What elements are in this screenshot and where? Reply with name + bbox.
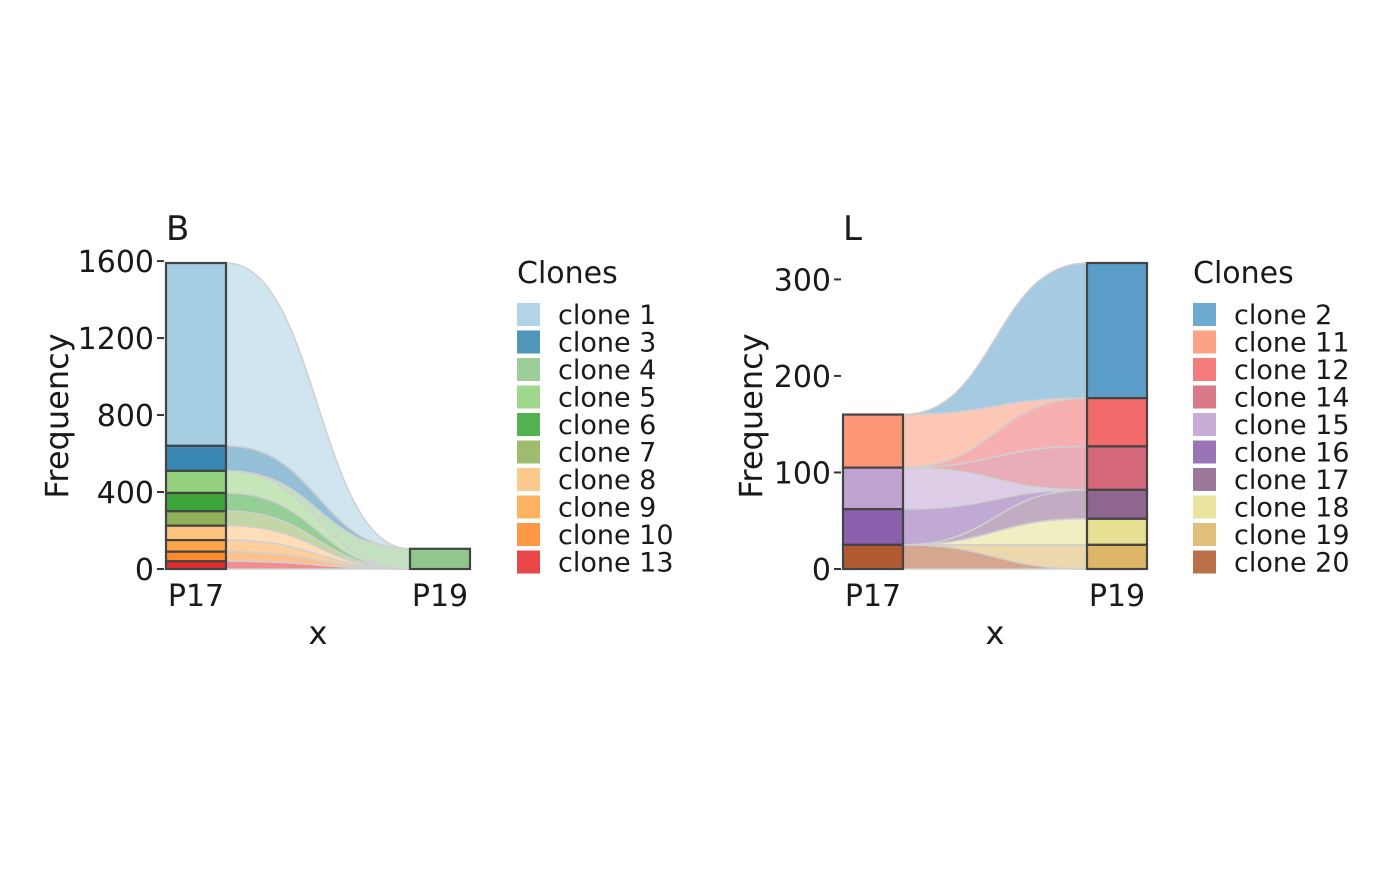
legend-label: clone 1 <box>558 300 656 331</box>
legend-swatch <box>1193 495 1216 519</box>
stratum-P17-clone-16 <box>841 508 905 546</box>
legend-title: Clones <box>517 256 618 291</box>
y-tick-label: 1600 <box>78 245 154 280</box>
legend-label: clone 15 <box>1234 410 1350 441</box>
legend-label: clone 11 <box>1234 328 1350 359</box>
legend-swatch <box>1193 468 1216 491</box>
strata <box>164 261 472 571</box>
panel-title: B <box>166 209 189 249</box>
y-tick-label: 0 <box>812 553 831 588</box>
flow-clone-2 <box>902 262 1088 416</box>
legend-swatch <box>517 303 540 326</box>
stratum-P17-clone-8 <box>164 524 228 542</box>
strata <box>841 261 1149 571</box>
legend-label: clone 13 <box>558 548 674 579</box>
x-tick-label: P19 <box>412 579 468 614</box>
legend-label: clone 17 <box>1234 465 1350 496</box>
x-axis-title: x <box>986 614 1005 652</box>
stratum-P17-clone-20 <box>841 543 905 571</box>
legend-label: clone 6 <box>558 410 656 441</box>
stratum-P17-clone-13 <box>164 560 228 571</box>
x-tick-label: P17 <box>845 579 901 614</box>
legend-swatch <box>517 330 540 354</box>
legend-label: clone 10 <box>558 520 674 551</box>
y-tick-label: 1200 <box>78 322 154 357</box>
stratum-P17-clone-11 <box>841 413 905 469</box>
legend-swatch <box>517 468 540 491</box>
legend-label: clone 9 <box>558 493 656 524</box>
y-tick-label: 0 <box>135 553 154 588</box>
stratum-P17-clone-10 <box>164 550 228 563</box>
legend-swatch <box>1193 330 1216 354</box>
legend-swatch <box>1193 358 1216 381</box>
legend-label: clone 16 <box>1234 438 1350 469</box>
legend-swatch <box>517 413 540 436</box>
panel-title: L <box>843 209 862 249</box>
legend-swatch <box>517 385 540 409</box>
legend-label: clone 7 <box>558 438 656 469</box>
stratum-P19-clone-18 <box>1085 517 1149 546</box>
legend-label: clone 14 <box>1234 383 1350 414</box>
stratum-P19-clone-14 <box>1085 445 1149 491</box>
legend-label: clone 8 <box>558 465 656 496</box>
legend-label: clone 12 <box>1234 355 1350 386</box>
legend-swatch <box>1193 550 1216 574</box>
flows <box>902 262 1088 570</box>
y-axis-title: Frequency <box>732 333 770 498</box>
legend-title: Clones <box>1193 256 1294 291</box>
y-tick-label: 800 <box>97 399 154 434</box>
stratum-P19-clone-12 <box>1085 397 1149 448</box>
legend-swatch <box>517 358 540 381</box>
legend-label: clone 18 <box>1234 493 1350 524</box>
y-tick-label: 400 <box>97 476 154 511</box>
legend-label: clone 3 <box>558 328 656 359</box>
stratum-P17-clone-15 <box>841 466 905 511</box>
legend-swatch <box>517 495 540 519</box>
legend-label: clone 5 <box>558 383 656 414</box>
legend-swatch <box>1193 413 1216 436</box>
y-axis-title: Frequency <box>38 333 76 498</box>
legend-label: clone 19 <box>1234 520 1350 551</box>
legend-swatch <box>517 523 540 546</box>
stratum-P19-clone-17 <box>1085 488 1149 520</box>
stratum-P17-clone-3 <box>164 444 228 472</box>
stratum-P19-clone-4 <box>408 547 472 571</box>
stratum-P19-clone-2 <box>1085 261 1149 400</box>
panel-b: 0 400 800 1200 1600 P17 P19 x Frequency B Clones cl… <box>38 209 674 652</box>
legend-swatch <box>517 550 540 574</box>
legend-swatch <box>1193 385 1216 409</box>
y-tick-label: 200 <box>774 360 831 395</box>
x-axis-title: x <box>309 614 328 652</box>
legend-swatch <box>1193 440 1216 464</box>
stratum-P17-clone-6 <box>164 491 228 513</box>
legend-swatch <box>1193 303 1216 326</box>
legend-label: clone 2 <box>1234 300 1332 331</box>
y-tick-label: 100 <box>774 456 831 491</box>
stratum-P17-clone-5 <box>164 469 228 495</box>
stratum-P17-clone-1 <box>164 261 228 447</box>
flows <box>225 262 411 570</box>
stratum-P17-clone-7 <box>164 510 228 527</box>
x-tick-label: P19 <box>1089 579 1145 614</box>
legend-label: clone 20 <box>1234 548 1350 579</box>
stratum-P17-clone-9 <box>164 539 228 553</box>
x-tick-label: P17 <box>168 579 224 614</box>
panel-l: 0 100 200 300 P17 P19 x Frequency L Clones clone 2… <box>732 209 1350 652</box>
legend-swatch <box>1193 523 1216 546</box>
legend-label: clone 4 <box>558 355 656 386</box>
y-axis: 0 100 200 300 <box>774 263 841 588</box>
y-axis: 0 400 800 1200 1600 <box>78 245 164 588</box>
stratum-P19-clone-19 <box>1085 543 1149 571</box>
y-tick-label: 300 <box>774 263 831 298</box>
legend-swatch <box>517 440 540 464</box>
